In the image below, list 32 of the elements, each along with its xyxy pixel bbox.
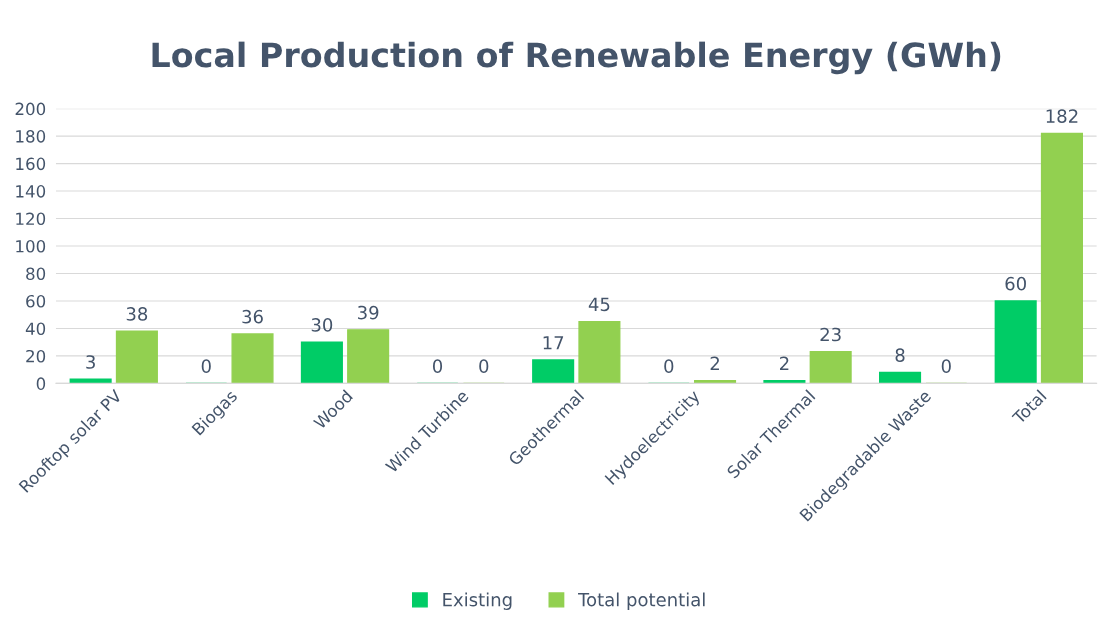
y-tick-label: 140 xyxy=(16,185,46,198)
data-label: 36 xyxy=(242,309,263,324)
data-label: 0 xyxy=(432,359,443,373)
data-label: 3 xyxy=(86,355,95,369)
y-tick-label: 40 xyxy=(25,322,46,336)
data-label: 30 xyxy=(311,318,333,332)
data-label: 45 xyxy=(588,297,610,312)
y-tick-label: 160 xyxy=(16,157,46,171)
data-label: 60 xyxy=(1005,276,1026,291)
chart-title: Local Production of Renewable Energy (GWh) xyxy=(152,41,1001,75)
legend-label: Existing xyxy=(443,592,512,610)
data-label: 39 xyxy=(358,305,379,320)
data-label: 0 xyxy=(201,359,211,373)
y-tick-label: 180 xyxy=(16,130,46,143)
y-tick-label: 60 xyxy=(26,294,46,308)
y-tick-label: 20 xyxy=(26,349,46,363)
data-label: 8 xyxy=(895,348,905,362)
data-label: 2 xyxy=(780,356,789,370)
data-label: 182 xyxy=(1046,109,1078,123)
data-label: 0 xyxy=(941,359,951,373)
data-label: 0 xyxy=(664,359,674,373)
y-tick-label: 120 xyxy=(16,212,46,226)
legend-label: Total potential xyxy=(578,592,705,610)
y-tick-label: 100 xyxy=(16,239,46,253)
y-tick-label: 200 xyxy=(15,102,46,116)
data-label: 23 xyxy=(820,327,841,342)
y-tick-label: 0 xyxy=(36,377,46,390)
data-label: 2 xyxy=(710,356,719,370)
data-label: 17 xyxy=(543,336,564,350)
data-label: 0 xyxy=(479,359,489,373)
y-tick-label: 80 xyxy=(26,267,46,281)
data-label: 38 xyxy=(126,307,148,321)
